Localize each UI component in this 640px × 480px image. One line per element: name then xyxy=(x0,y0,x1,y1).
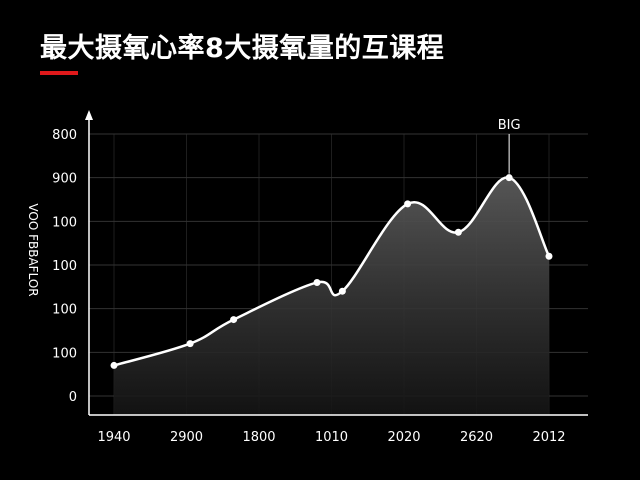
x-tick-label: 1010 xyxy=(315,430,348,445)
x-tick-label: 2020 xyxy=(387,430,420,445)
y-tick-label: 100 xyxy=(52,303,77,318)
x-tick-label: 2620 xyxy=(460,430,493,445)
y-tick-label: 100 xyxy=(52,346,77,361)
y-tick-label: 100 xyxy=(52,259,77,274)
annotation-label: BIG xyxy=(498,118,521,133)
data-point xyxy=(545,252,553,260)
tick-labels: 0 100 100 100 100 900 800 1940 2900 1800 1010 2020 2… xyxy=(52,128,565,445)
data-point xyxy=(404,200,412,208)
y-axis-label: VOO FBBAFLOR xyxy=(26,203,40,296)
series-line xyxy=(113,176,551,367)
x-tick-label: 1940 xyxy=(97,430,130,445)
data-point xyxy=(505,174,513,182)
x-tick-label: 2900 xyxy=(170,430,203,445)
annotation-layer: BIG xyxy=(498,118,521,174)
data-point xyxy=(186,340,194,348)
data-point xyxy=(313,278,321,286)
y-tick-label: 800 xyxy=(52,128,77,143)
data-point xyxy=(338,287,346,295)
data-point xyxy=(454,228,462,236)
y-tick-label: 0 xyxy=(69,390,77,405)
title-accent-bar xyxy=(40,71,78,75)
data-points xyxy=(110,174,553,369)
y-tick-label: 900 xyxy=(52,172,77,187)
area-fill xyxy=(114,177,549,415)
chart-title: 最大摄氧心率8大摄氧量的互课程 xyxy=(40,33,445,64)
data-point xyxy=(110,361,118,369)
x-tick-label: 1800 xyxy=(242,430,275,445)
x-tick-label: 2012 xyxy=(532,430,565,445)
axes xyxy=(85,110,588,416)
y-axis-arrow xyxy=(85,110,93,120)
data-point xyxy=(230,316,238,324)
y-tick-label: 100 xyxy=(52,215,77,230)
area-layer xyxy=(113,176,551,415)
